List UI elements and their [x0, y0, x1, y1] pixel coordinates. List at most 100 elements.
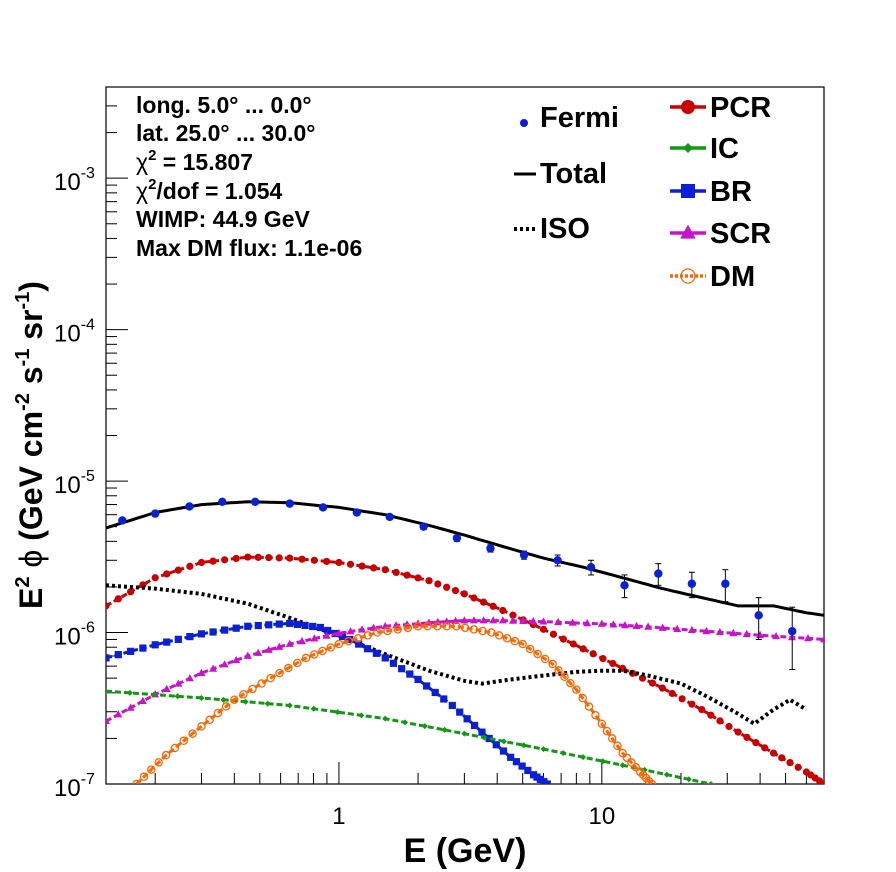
br-marker [485, 734, 493, 743]
ic-marker [242, 698, 249, 705]
pcr-marker [668, 689, 676, 698]
dm-marker [373, 628, 382, 637]
y-axis-label: E2 ϕ (GeV cm-2 s-1 sr-1) [12, 281, 49, 609]
info-latitude: lat. 25.0° ... 30.0° [136, 120, 316, 146]
dm-marker [266, 673, 275, 683]
pcr-marker [820, 780, 824, 784]
dm-marker [607, 734, 617, 743]
pcr-marker [549, 630, 558, 638]
x-tick-label: 10 [588, 803, 615, 830]
pcr-marker [658, 684, 667, 692]
ic-marker [580, 754, 587, 761]
y-label-open: (GeV cm [13, 411, 49, 541]
br-marker [423, 682, 431, 690]
scr-marker [519, 616, 528, 624]
y-label-s-exp: -1 [12, 349, 34, 367]
br-marker [275, 620, 283, 628]
y-tick-labels: 10-7 10-6 10-5 10-4 10-3 [54, 165, 95, 802]
dm-marker [147, 765, 156, 774]
scr-marker [609, 620, 618, 628]
pcr-marker [752, 739, 760, 747]
br-marker [389, 659, 398, 667]
dm-marker [478, 626, 487, 636]
scr-marker [209, 664, 218, 672]
br-marker [114, 651, 122, 659]
fermi-marker [586, 563, 596, 572]
dm-marker [132, 779, 141, 784]
legend-label-br: BR [710, 176, 752, 208]
dm-marker [318, 646, 327, 656]
scr-marker [126, 703, 135, 711]
iso-series [106, 583, 808, 727]
fermi-marker [486, 544, 495, 553]
br-marker [518, 762, 526, 770]
fermi-marker [553, 556, 562, 565]
ic-marker [560, 750, 567, 757]
scr-marker [285, 639, 294, 647]
pcr-marker [707, 711, 715, 719]
pcr-marker [451, 586, 460, 595]
br-marker [163, 638, 171, 646]
br-marker [524, 766, 532, 775]
br-marker [316, 623, 324, 632]
ic-marker [106, 688, 109, 695]
y-label-s: s [13, 366, 49, 384]
pcr-marker [151, 574, 159, 582]
pcr-marker [403, 571, 411, 579]
fermi-marker [218, 497, 227, 506]
br-marker [414, 675, 422, 684]
br-marker [106, 654, 110, 662]
fermi-marker [118, 516, 127, 525]
fermi-marker [385, 512, 394, 522]
dm-marker [154, 758, 163, 767]
pcr-marker [569, 640, 577, 648]
br-marker [324, 626, 332, 635]
scr-marker [632, 621, 641, 630]
scr-marker [114, 710, 123, 718]
dm-marker [170, 743, 180, 753]
scr-marker [275, 642, 284, 650]
dm-marker [680, 268, 696, 284]
fermi-marker [452, 533, 462, 543]
pcr-marker [392, 568, 400, 577]
ic-marker [683, 143, 693, 153]
scr-marker [498, 616, 507, 624]
br-series [106, 619, 551, 784]
dm-marker [413, 622, 423, 631]
fermi-point [553, 554, 562, 567]
br-marker [197, 630, 206, 638]
ic-marker [619, 762, 626, 769]
br-marker [512, 758, 520, 766]
pcr-marker [114, 595, 122, 603]
pcr-marker [310, 556, 318, 564]
scr-marker [539, 617, 548, 625]
br-marker [139, 644, 147, 652]
ic-marker [540, 746, 547, 753]
legend-item-iso: ISO [514, 213, 590, 245]
dm-marker [257, 679, 266, 688]
br-marker [309, 622, 317, 631]
ic-marker [520, 742, 527, 749]
legend-label-ic: IC [710, 133, 739, 165]
ic-marker [198, 694, 205, 701]
dm-marker [353, 634, 363, 643]
dm-marker [363, 631, 372, 640]
fermi-point [620, 574, 629, 599]
y-tick-label: 10-5 [54, 468, 95, 499]
ic-marker [461, 730, 468, 737]
br-marker [456, 708, 464, 716]
dm-marker [326, 643, 335, 652]
dm-marker [554, 666, 563, 675]
dm-marker [487, 628, 496, 637]
br-marker [431, 688, 439, 697]
fermi-marker [687, 579, 697, 588]
dm-marker [301, 653, 311, 663]
legend-item-br: BR [670, 176, 752, 208]
scr-marker [479, 616, 488, 624]
dm-marker [510, 636, 520, 646]
ic-marker [126, 689, 133, 696]
br-marker [186, 633, 194, 641]
dm-marker [591, 710, 600, 720]
x-axis-label: E (GeV) [404, 832, 527, 870]
pcr-marker [370, 564, 378, 572]
